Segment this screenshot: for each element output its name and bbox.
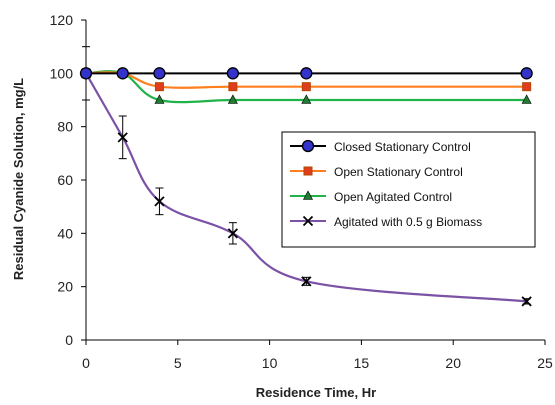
legend-entry: Agitated with 0.5 g Biomass — [290, 215, 482, 229]
x-marker-stroke — [302, 215, 314, 227]
x-axis-title: Residence Time, Hr — [256, 385, 376, 400]
y-tick-label: 0 — [65, 332, 73, 348]
y-axis: 0 20 40 60 80 100 120 — [50, 12, 86, 348]
data-point — [301, 82, 311, 92]
data-point — [301, 276, 312, 287]
data-point — [520, 67, 533, 80]
legend-label: Agitated with 0.5 g Biomass — [334, 215, 482, 229]
y-tick-label: 80 — [57, 119, 73, 135]
series-layer — [79, 46, 533, 307]
data-point — [154, 94, 165, 104]
legend-label: Open Stationary Control — [334, 165, 463, 179]
legend-swatch-open-agitated — [290, 190, 326, 200]
x-tick-label: 25 — [537, 355, 553, 371]
y-tick-label: 40 — [57, 225, 73, 241]
data-point — [117, 132, 128, 143]
legend-marker — [303, 190, 313, 200]
legend-swatch-closed-stationary — [290, 139, 326, 153]
legend-entry: Open Stationary Control — [290, 165, 463, 179]
x-tick-label: 10 — [262, 355, 278, 371]
data-point — [79, 67, 93, 80]
data-point — [521, 296, 532, 307]
legend-marker — [303, 166, 313, 176]
x-marker-stroke — [521, 296, 532, 307]
y-tick-label: 60 — [57, 172, 73, 188]
legend-box — [281, 131, 536, 248]
data-point — [227, 228, 239, 239]
legend-marker — [302, 215, 314, 227]
x-tick-label: 20 — [445, 355, 461, 371]
data-point — [153, 67, 166, 80]
data-point — [300, 67, 313, 80]
legend-entry: Closed Stationary Control — [290, 139, 471, 154]
data-point — [227, 94, 238, 104]
x-marker-stroke — [301, 276, 312, 287]
x-marker-stroke — [117, 132, 128, 143]
legend-marker — [301, 139, 315, 153]
legend: Closed Stationary Control Open Stationar… — [281, 131, 536, 248]
data-point — [301, 94, 312, 104]
y-tick-label: 100 — [50, 65, 74, 81]
data-point — [154, 82, 164, 92]
legend-swatch-biomass — [290, 215, 326, 227]
series-0 — [79, 67, 533, 80]
legend-label: Closed Stationary Control — [334, 140, 471, 154]
x-tick-label: 15 — [354, 355, 370, 371]
x-marker-stroke — [154, 196, 165, 207]
data-point — [226, 67, 240, 80]
data-point — [228, 82, 238, 92]
x-tick-label: 0 — [82, 355, 90, 371]
y-axis-title: Residual Cyanide Solution, mg/L — [11, 78, 26, 280]
data-point — [154, 196, 165, 207]
x-marker-stroke — [227, 228, 239, 239]
x-tick-label: 5 — [174, 355, 182, 371]
data-point — [522, 82, 532, 92]
y-tick-label: 20 — [57, 279, 73, 295]
y-tick-label: 120 — [50, 12, 74, 28]
x-axis: 0 5 10 15 20 25 — [82, 340, 553, 371]
legend-label: Open Agitated Control — [334, 190, 452, 204]
legend-swatch-open-stationary — [290, 166, 326, 176]
data-point — [521, 94, 532, 104]
data-point — [116, 67, 129, 80]
legend-entry: Open Agitated Control — [290, 190, 452, 204]
